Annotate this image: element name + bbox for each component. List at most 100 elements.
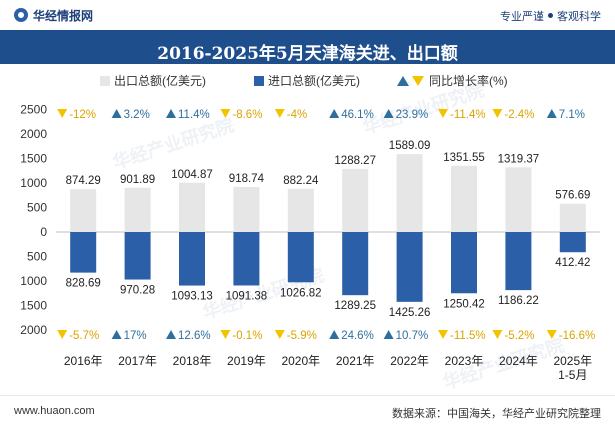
x-category-label: 2022年 xyxy=(390,354,429,368)
export-growth-label: 23.9% xyxy=(396,109,429,121)
export-growth-label: -2.4% xyxy=(504,109,534,121)
down-triangle-icon xyxy=(438,109,448,118)
tagline: 专业严谨 客观科学 xyxy=(500,8,601,24)
y-tick-label: 500 xyxy=(27,250,47,264)
export-bar xyxy=(397,154,423,232)
export-value-label: 1004.87 xyxy=(171,169,213,181)
x-category-label: 2020年 xyxy=(281,354,320,368)
export-bar xyxy=(560,204,586,232)
import-value-label: 1250.42 xyxy=(443,298,485,310)
export-value-label: 874.29 xyxy=(66,175,101,187)
import-value-label: 1425.26 xyxy=(389,307,431,319)
legend: 出口总额(亿美元) 进口总额(亿美元) 同比增长率(%) xyxy=(100,73,508,88)
export-value-label: 1589.09 xyxy=(389,140,431,152)
import-growth-label: -5.9% xyxy=(287,330,317,342)
y-tick-label: 500 xyxy=(27,201,47,215)
import-bar xyxy=(70,232,96,273)
y-tick-label: 2000 xyxy=(20,323,47,337)
legend-down-triangle-icon xyxy=(412,76,424,86)
import-growth-label: -5.7% xyxy=(69,330,99,342)
export-value-label: 1319.37 xyxy=(498,153,540,165)
export-bar xyxy=(451,166,477,232)
up-triangle-icon xyxy=(112,109,122,118)
import-bar xyxy=(179,232,205,286)
chart-title: 2016-2025年5月天津海关进、出口额 xyxy=(0,39,615,64)
export-bar xyxy=(70,189,96,232)
import-bar xyxy=(288,232,314,282)
export-bar xyxy=(125,188,151,232)
x-category-label: 2023年 xyxy=(445,354,484,368)
bullet-dot-icon xyxy=(548,13,553,18)
import-bar xyxy=(560,232,586,252)
import-value-label: 1091.38 xyxy=(226,290,268,302)
export-growth-label: -4% xyxy=(287,109,307,121)
legend-import-swatch xyxy=(254,76,264,86)
import-value-label: 1289.25 xyxy=(334,300,376,312)
up-triangle-icon xyxy=(547,109,557,118)
export-growth-label: 3.2% xyxy=(124,109,150,121)
import-bar xyxy=(233,232,259,285)
brand: 华经情报网 xyxy=(14,7,93,24)
up-triangle-icon xyxy=(384,109,394,118)
y-tick-label: 2500 xyxy=(20,103,47,117)
export-bar xyxy=(233,187,259,232)
import-value-label: 412.42 xyxy=(555,257,590,269)
up-triangle-icon xyxy=(329,109,339,118)
up-triangle-icon xyxy=(166,330,176,339)
import-value-label: 1093.13 xyxy=(171,291,213,303)
import-bar xyxy=(397,232,423,302)
import-value-label: 828.69 xyxy=(66,278,101,290)
export-bar xyxy=(505,167,531,232)
legend-up-triangle-icon xyxy=(397,76,409,86)
y-tick-label: 1000 xyxy=(20,274,47,288)
import-growth-label: -11.5% xyxy=(450,330,486,342)
down-triangle-icon xyxy=(492,330,502,339)
export-bar xyxy=(342,169,368,232)
import-bar xyxy=(505,232,531,290)
import-growth-label: 12.6% xyxy=(178,330,211,342)
down-triangle-icon xyxy=(275,330,285,339)
x-category-label: 2024年 xyxy=(499,354,538,368)
export-growth-label: 46.1% xyxy=(341,109,374,121)
down-triangle-icon xyxy=(547,330,557,339)
export-growth-label: -11.4% xyxy=(450,109,486,121)
import-bar xyxy=(342,232,368,295)
import-value-label: 970.28 xyxy=(120,285,155,297)
x-category-label: 2018年 xyxy=(173,354,212,368)
brand-name: 华经情报网 xyxy=(33,9,93,23)
export-bar xyxy=(179,183,205,232)
import-growth-label: 17% xyxy=(124,330,147,342)
x-category-label: 2016年 xyxy=(64,354,103,368)
down-triangle-icon xyxy=(492,109,502,118)
down-triangle-icon xyxy=(438,330,448,339)
export-growth-label: -12% xyxy=(69,109,96,121)
import-growth-label: 10.7% xyxy=(396,330,429,342)
export-value-label: 882.24 xyxy=(283,175,319,187)
legend-export-label: 出口总额(亿美元) xyxy=(114,73,206,88)
x-axis-categories: 2016年 2017年 2018年 2019年 2020年 2021年 2022年 2023年… xyxy=(64,354,592,382)
x-category-label: 2025年 1-5月 xyxy=(553,354,592,382)
y-tick-label: 1500 xyxy=(20,152,47,166)
tagline-left: 专业严谨 xyxy=(500,11,544,23)
export-growth-label: 7.1% xyxy=(559,109,585,121)
export-value-label: 901.89 xyxy=(120,174,155,186)
import-growth-label: -0.1% xyxy=(232,330,262,342)
import-bar xyxy=(125,232,151,280)
export-growth-label: -8.6% xyxy=(232,109,262,121)
import-growth-label: 24.6% xyxy=(341,330,374,342)
up-triangle-icon xyxy=(384,330,394,339)
site-url: www.huaon.com xyxy=(14,405,95,417)
import-growth-label: -16.6% xyxy=(559,330,595,342)
export-growth-label: 11.4% xyxy=(178,109,210,121)
down-triangle-icon xyxy=(220,109,230,118)
up-triangle-icon xyxy=(329,330,339,339)
up-triangle-icon xyxy=(112,330,122,339)
footer: www.huaon.com 数据来源：中国海关，华经产业研究院整理 xyxy=(0,395,615,428)
export-value-label: 1288.27 xyxy=(334,155,376,167)
x-category-label: 2021年 xyxy=(336,354,375,368)
import-bar xyxy=(451,232,477,293)
title-bar: 2016-2025年5月天津海关进、出口额 xyxy=(0,30,615,64)
down-triangle-icon xyxy=(275,109,285,118)
y-tick-label: 2000 xyxy=(20,127,47,141)
import-value-label: 1026.82 xyxy=(280,287,322,299)
